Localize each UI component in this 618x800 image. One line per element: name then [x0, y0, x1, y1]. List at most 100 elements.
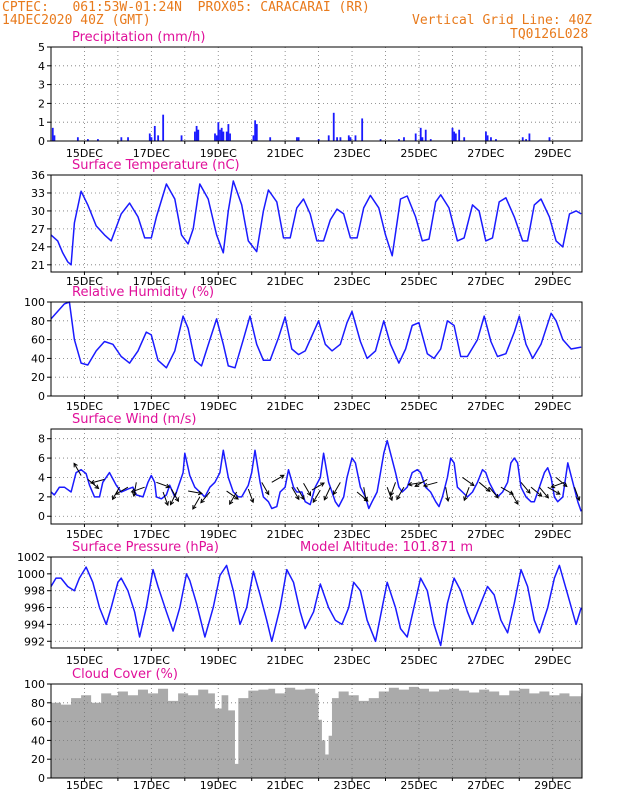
- wind-arrow: [555, 477, 568, 487]
- wind-y-tick-label: 8: [38, 433, 45, 446]
- rh-frame: [50, 301, 583, 397]
- precip-bar: [162, 114, 165, 141]
- wind-arrow: [170, 491, 177, 505]
- precip-bar: [458, 129, 461, 141]
- wind-arrow-head: [164, 501, 169, 507]
- precip-bar: [157, 135, 160, 141]
- precip-bar: [153, 125, 156, 141]
- header-line1: CPTEC: 061:53W-01:24N PROX05: CARACARAI …: [2, 0, 370, 15]
- precip-bar: [76, 137, 79, 141]
- precip-bar: [194, 131, 196, 141]
- wind-arrow-head: [73, 462, 78, 468]
- wind-x-tick-label: 15DEC: [66, 528, 103, 541]
- rh-title: Relative Humidity (%): [72, 285, 214, 300]
- wind-arrow: [423, 481, 438, 487]
- wind-arrow: [408, 481, 423, 486]
- wind-arrow-head: [544, 493, 550, 499]
- precip-bar: [222, 131, 225, 141]
- wind-arrow: [311, 482, 325, 491]
- wind-arrow: [520, 481, 531, 494]
- precip-bar: [255, 124, 258, 141]
- precip-y-tick-label: 1: [38, 116, 45, 129]
- cloud-title: Cloud Cover (%): [72, 667, 178, 682]
- wind-arrow: [192, 496, 201, 510]
- precip-bar: [217, 122, 220, 141]
- wind-arrow: [551, 481, 565, 488]
- precip-x-tick-label: 27DEC: [467, 147, 504, 160]
- rh-y-tick-label: 100: [24, 296, 45, 309]
- temp-x-tick-label: 27DEC: [467, 275, 504, 288]
- precip-bar: [485, 131, 487, 141]
- precip-bar: [214, 133, 216, 141]
- rh-x-tick-label: 25DEC: [400, 400, 437, 413]
- wind-arrow-head: [295, 495, 300, 501]
- precip-x-tick-label: 23DEC: [333, 147, 370, 160]
- cloud-x-tick-label: 21DEC: [267, 779, 304, 792]
- press-x-tick-label: 23DEC: [333, 654, 370, 667]
- wind-arrow-head: [197, 490, 203, 496]
- temp-x-tick-label: 23DEC: [333, 275, 370, 288]
- cloud-frame: [50, 683, 583, 779]
- wind-arrow: [247, 488, 254, 503]
- wind-arrow-head: [562, 482, 568, 488]
- wind-y-tick-label: 6: [38, 452, 45, 465]
- cloud-x-tick-label: 25DEC: [400, 779, 437, 792]
- wind-arrow: [488, 486, 499, 499]
- temp-y-tick-label: 33: [31, 187, 45, 200]
- temp-line: [50, 180, 582, 266]
- precip-bar: [463, 137, 466, 141]
- temp-x-tick-label: 17DEC: [133, 275, 170, 288]
- precip-bar: [354, 135, 357, 141]
- temp-y-tick-label: 27: [31, 223, 45, 236]
- rh-y-tick-label: 20: [31, 371, 45, 384]
- cloud-x-tick-label: 29DEC: [534, 779, 571, 792]
- precip-bar: [454, 133, 457, 141]
- rh-x-tick-label: 27DEC: [467, 400, 504, 413]
- wind-arrow: [547, 486, 561, 495]
- wind-arrow: [188, 490, 203, 494]
- wind-y-tick-label: 0: [38, 510, 45, 523]
- precip-bar: [332, 112, 335, 141]
- press-y-tick-label: 996: [24, 602, 45, 615]
- wind-arrow-head: [514, 500, 519, 506]
- wind-arrow: [538, 486, 549, 499]
- temp-title: Surface Temperature (nC): [72, 158, 240, 173]
- wind-arrow-head: [312, 498, 317, 504]
- cloud-x-tick-label: 17DEC: [133, 779, 170, 792]
- precip-bar: [347, 135, 350, 141]
- wind-arrow-head: [300, 495, 305, 501]
- precip-bar: [495, 139, 497, 141]
- wind-arrow: [396, 486, 405, 500]
- wind-arrow-head: [165, 483, 171, 489]
- precip-bar: [548, 137, 551, 141]
- press-frame: [50, 556, 583, 649]
- wind-arrow-head: [200, 498, 205, 504]
- precip-bar: [336, 137, 338, 141]
- precip-y-tick-label: 3: [38, 79, 45, 92]
- wind-arrow-head: [550, 483, 556, 489]
- wind-arrow: [156, 481, 170, 488]
- wind-arrow-head: [422, 482, 428, 488]
- wind-arrow: [530, 486, 543, 497]
- precip-bar: [414, 133, 417, 141]
- wind-arrow: [332, 482, 341, 495]
- press-y-tick-label: 1000: [17, 568, 45, 581]
- cloud-x-tick-label: 19DEC: [200, 779, 237, 792]
- precip-x-tick-label: 25DEC: [400, 147, 437, 160]
- cloud-x-tick-label: 15DEC: [66, 779, 103, 792]
- press-y-tick-label: 998: [24, 585, 45, 598]
- wind-arrow-head: [249, 498, 255, 504]
- wind-arrow-head: [388, 496, 394, 502]
- precip-bar: [195, 125, 198, 141]
- temp-x-tick-label: 25DEC: [400, 275, 437, 288]
- press-x-tick-label: 29DEC: [534, 654, 571, 667]
- precip-y-tick-label: 4: [38, 60, 45, 73]
- cloud-y-tick-label: 0: [38, 772, 45, 785]
- precip-x-tick-label: 29DEC: [534, 147, 571, 160]
- wind-arrow-head: [537, 492, 543, 497]
- precip-bar: [220, 127, 223, 141]
- precip-x-tick-label: 19DEC: [200, 147, 237, 160]
- temp-y-tick-label: 30: [31, 205, 45, 218]
- wind-arrow-head: [234, 495, 239, 500]
